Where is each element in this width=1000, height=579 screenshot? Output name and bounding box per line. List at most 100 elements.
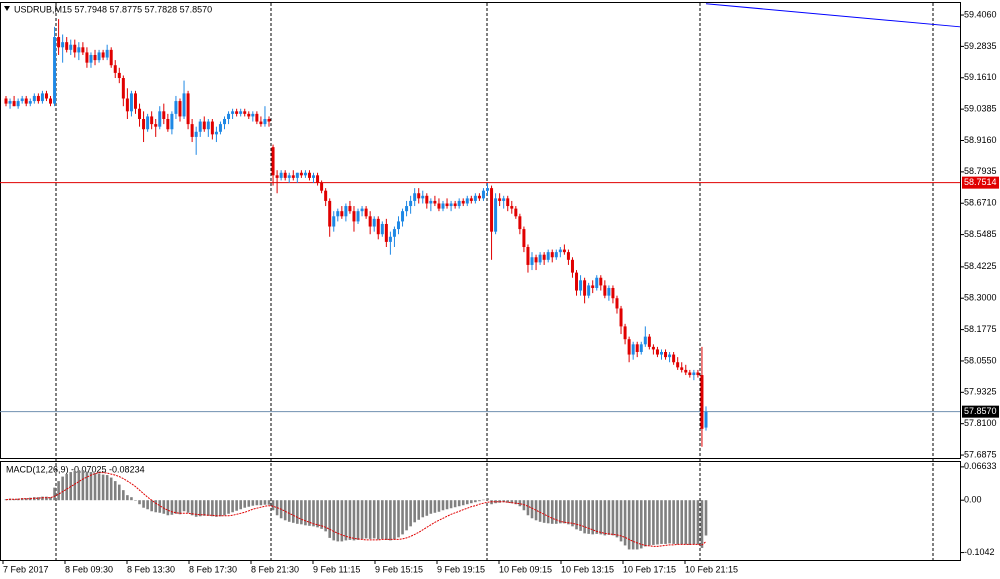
candle-body — [360, 208, 364, 212]
price-tag-label: 57.8570 — [964, 406, 997, 416]
candle-body — [477, 195, 481, 199]
macd-bar — [692, 500, 696, 545]
candle-body — [77, 47, 81, 53]
candle-body — [150, 116, 154, 125]
candle-body — [186, 93, 190, 125]
candle-body — [473, 195, 477, 201]
y-tick-label: 59.0385 — [964, 104, 997, 114]
y-tick-label: 58.9160 — [964, 135, 997, 145]
macd-bar — [324, 500, 327, 532]
candle-body — [696, 372, 700, 376]
candle-body — [218, 124, 222, 132]
macd-bar — [356, 500, 360, 540]
macd-bar — [490, 500, 493, 505]
candle-body — [320, 183, 324, 191]
y-tick-label: 57.9325 — [964, 387, 997, 397]
y-tick-label: 59.4060 — [964, 9, 997, 19]
candle-body — [53, 37, 57, 104]
candle-body — [405, 206, 409, 212]
macd-bar — [470, 500, 473, 504]
x-tick-label: 9 Feb 19:15 — [437, 564, 485, 574]
candle-body — [562, 249, 566, 253]
candle-body — [570, 259, 574, 273]
candle-body — [49, 98, 53, 104]
candle-body — [542, 254, 546, 260]
x-tick-label: 10 Feb 21:15 — [685, 564, 738, 574]
candle-body — [73, 44, 77, 53]
macd-bar — [37, 497, 40, 501]
macd-bar — [563, 500, 566, 524]
macd-bar — [126, 495, 129, 501]
macd-bar — [49, 497, 52, 501]
macd-bar — [567, 500, 570, 525]
candle-body — [490, 188, 494, 232]
price-tag-label: 58.7514 — [964, 177, 997, 187]
macd-bar — [449, 500, 453, 509]
macd-bar — [696, 500, 700, 545]
candle-body — [235, 111, 239, 114]
macd-bar — [425, 500, 429, 516]
candle-body — [510, 206, 514, 209]
candle-body — [368, 216, 372, 227]
macd-bar — [514, 500, 518, 505]
candle-body — [85, 52, 89, 63]
candle-body — [433, 200, 437, 204]
y-tick-label: 58.4225 — [964, 261, 997, 271]
candle-body — [603, 285, 607, 296]
candle-body — [275, 175, 279, 178]
candle-body — [97, 52, 101, 61]
candle-body — [643, 336, 647, 345]
candle-body — [401, 211, 405, 222]
trendline — [705, 3, 961, 28]
candle-body — [307, 172, 311, 178]
macd-bar — [174, 500, 178, 514]
macd-bar — [243, 500, 247, 508]
macd-bar — [433, 500, 437, 513]
candle-body — [214, 131, 218, 135]
candle-body — [210, 121, 214, 135]
macd-bar — [376, 500, 380, 540]
macd-bar — [259, 500, 263, 506]
macd-bar — [413, 500, 416, 523]
macd-bar — [101, 474, 105, 501]
x-tick-label: 7 Feb 2017 — [3, 564, 49, 574]
macd-bar — [587, 500, 590, 534]
candle-body — [138, 108, 142, 119]
candle-body — [190, 124, 194, 137]
macd-bar — [211, 500, 214, 517]
macd-bar — [231, 500, 234, 513]
candle-body — [202, 121, 206, 130]
macd-bar — [437, 500, 441, 512]
candle-body — [4, 98, 8, 104]
macd-bar — [69, 472, 73, 501]
macd-bar — [530, 500, 534, 519]
macd-bar — [704, 500, 708, 536]
candle-body — [101, 52, 105, 58]
y-tick-label: 58.0550 — [964, 355, 997, 365]
dropdown-icon[interactable] — [4, 6, 10, 11]
y-tick-label: 0.06633 — [964, 461, 997, 471]
candle-body — [413, 193, 417, 201]
macd-bar — [328, 500, 331, 538]
candle-body — [611, 287, 615, 299]
candle-body — [259, 121, 263, 125]
candle-body — [384, 223, 388, 242]
candle-body — [154, 124, 158, 127]
candle-body — [558, 249, 562, 253]
y-tick-label: -0.1042 — [964, 547, 995, 557]
candle-body — [352, 211, 356, 222]
candle-body — [579, 280, 583, 291]
candle-body — [36, 95, 40, 102]
candle-body — [81, 47, 85, 53]
candle-body — [583, 280, 587, 296]
candle-body — [494, 198, 498, 232]
candle-body — [194, 131, 198, 137]
macd-bar — [639, 500, 643, 549]
candle-body — [65, 42, 69, 50]
candle-body — [417, 193, 421, 199]
candle-body — [121, 78, 125, 99]
candle-body — [437, 203, 441, 209]
macd-bar — [267, 500, 271, 505]
candle-body — [303, 172, 307, 176]
candle-body — [522, 229, 526, 248]
